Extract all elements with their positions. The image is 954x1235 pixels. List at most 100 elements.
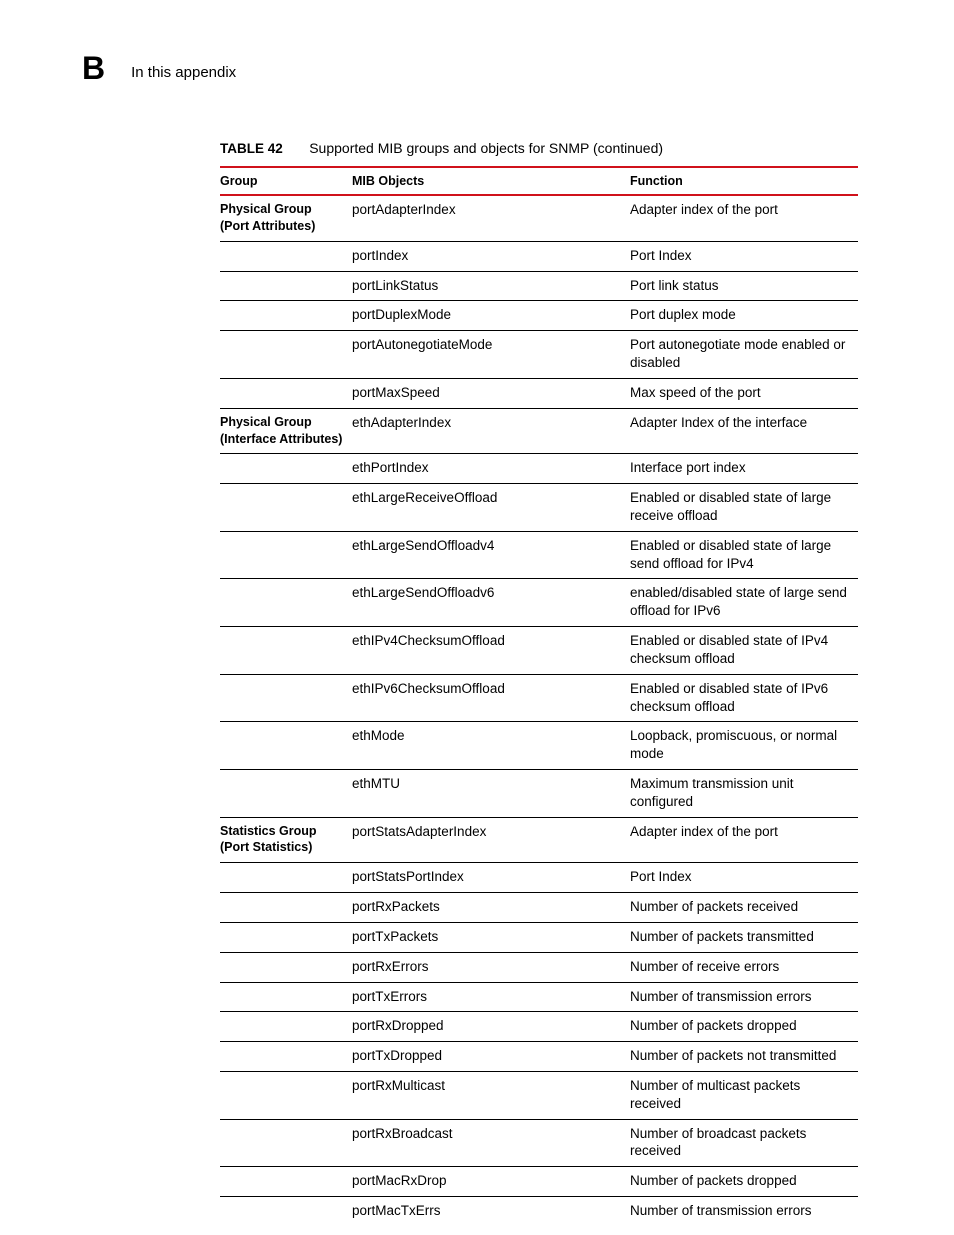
cell-mib-object: portMacRxDrop	[352, 1167, 630, 1197]
table-caption: TABLE 42 Supported MIB groups and object…	[220, 140, 858, 158]
cell-mib-object: ethIPv6ChecksumOffload	[352, 674, 630, 722]
cell-group	[220, 1012, 352, 1042]
mib-table: Group MIB Objects Function Physical Grou…	[220, 166, 858, 1226]
cell-mib-object: ethLargeSendOffloadv4	[352, 531, 630, 579]
cell-group	[220, 331, 352, 379]
table-row: ethPortIndexInterface port index	[220, 454, 858, 484]
table-row: portIndexPort Index	[220, 241, 858, 271]
cell-mib-object: portStatsPortIndex	[352, 863, 630, 893]
cell-group: Physical Group(Port Attributes)	[220, 195, 352, 241]
table-row: Physical Group(Port Attributes)portAdapt…	[220, 195, 858, 241]
table-row: ethModeLoopback, promiscuous, or normal …	[220, 722, 858, 770]
cell-mib-object: portRxPackets	[352, 893, 630, 923]
appendix-letter: B	[82, 52, 105, 84]
table-row: portRxPacketsNumber of packets received	[220, 893, 858, 923]
cell-function: Port Index	[630, 863, 858, 893]
cell-group	[220, 579, 352, 627]
cell-group	[220, 674, 352, 722]
cell-group	[220, 1072, 352, 1120]
cell-mib-object: ethLargeSendOffloadv6	[352, 579, 630, 627]
cell-mib-object: ethMTU	[352, 769, 630, 817]
page: B In this appendix TABLE 42 Supported MI…	[0, 0, 954, 1235]
cell-mib-object: portLinkStatus	[352, 271, 630, 301]
table-header-row: Group MIB Objects Function	[220, 167, 858, 195]
table-row: portTxPacketsNumber of packets transmitt…	[220, 922, 858, 952]
cell-group	[220, 378, 352, 408]
cell-mib-object: portMacTxErrs	[352, 1197, 630, 1226]
cell-function: Interface port index	[630, 454, 858, 484]
cell-mib-object: ethLargeReceiveOffload	[352, 484, 630, 532]
cell-function: Number of multicast packets received	[630, 1072, 858, 1120]
cell-group	[220, 531, 352, 579]
cell-mib-object: portRxDropped	[352, 1012, 630, 1042]
table-row: portRxErrorsNumber of receive errors	[220, 952, 858, 982]
cell-mib-object: portAutonegotiateMode	[352, 331, 630, 379]
table-row: portMaxSpeedMax speed of the port	[220, 378, 858, 408]
table-row: ethIPv4ChecksumOffloadEnabled or disable…	[220, 627, 858, 675]
cell-function: enabled/disabled state of large send off…	[630, 579, 858, 627]
table-row: portMacRxDropNumber of packets dropped	[220, 1167, 858, 1197]
cell-group	[220, 1119, 352, 1167]
cell-function: Port link status	[630, 271, 858, 301]
cell-function: Enabled or disabled state of IPv6 checks…	[630, 674, 858, 722]
table-body: Physical Group(Port Attributes)portAdapt…	[220, 195, 858, 1226]
cell-group	[220, 952, 352, 982]
cell-mib-object: portRxMulticast	[352, 1072, 630, 1120]
cell-function: Enabled or disabled state of IPv4 checks…	[630, 627, 858, 675]
cell-mib-object: portIndex	[352, 241, 630, 271]
table-row: portTxDroppedNumber of packets not trans…	[220, 1042, 858, 1072]
cell-function: Maximum transmission unit configured	[630, 769, 858, 817]
table-row: ethIPv6ChecksumOffloadEnabled or disable…	[220, 674, 858, 722]
cell-function: Number of packets dropped	[630, 1012, 858, 1042]
cell-group: Statistics Group(Port Statistics)	[220, 817, 352, 863]
cell-group: Physical Group(Interface Attributes)	[220, 408, 352, 454]
cell-mib-object: ethMode	[352, 722, 630, 770]
content-area: TABLE 42 Supported MIB groups and object…	[220, 140, 858, 1226]
table-row: portRxMulticastNumber of multicast packe…	[220, 1072, 858, 1120]
cell-group	[220, 982, 352, 1012]
table-row: ethLargeSendOffloadv6enabled/disabled st…	[220, 579, 858, 627]
cell-group	[220, 484, 352, 532]
cell-function: Adapter Index of the interface	[630, 408, 858, 454]
cell-group	[220, 769, 352, 817]
cell-function: Number of broadcast packets received	[630, 1119, 858, 1167]
cell-group	[220, 1197, 352, 1226]
cell-function: Number of receive errors	[630, 952, 858, 982]
cell-function: Enabled or disabled state of large send …	[630, 531, 858, 579]
cell-function: Number of packets transmitted	[630, 922, 858, 952]
col-header-group: Group	[220, 167, 352, 195]
col-header-mib: MIB Objects	[352, 167, 630, 195]
cell-function: Max speed of the port	[630, 378, 858, 408]
cell-group	[220, 893, 352, 923]
cell-function: Number of packets received	[630, 893, 858, 923]
section-title: In this appendix	[131, 64, 236, 81]
cell-group	[220, 922, 352, 952]
cell-group	[220, 863, 352, 893]
cell-function: Number of packets not transmitted	[630, 1042, 858, 1072]
cell-group	[220, 627, 352, 675]
table-row: portLinkStatusPort link status	[220, 271, 858, 301]
table-row: Physical Group(Interface Attributes)ethA…	[220, 408, 858, 454]
cell-function: Port Index	[630, 241, 858, 271]
cell-mib-object: portStatsAdapterIndex	[352, 817, 630, 863]
cell-mib-object: portTxErrors	[352, 982, 630, 1012]
table-row: portStatsPortIndexPort Index	[220, 863, 858, 893]
cell-mib-object: ethAdapterIndex	[352, 408, 630, 454]
table-row: ethLargeReceiveOffloadEnabled or disable…	[220, 484, 858, 532]
cell-function: Loopback, promiscuous, or normal mode	[630, 722, 858, 770]
cell-function: Adapter index of the port	[630, 195, 858, 241]
table-row: Statistics Group(Port Statistics)portSta…	[220, 817, 858, 863]
cell-group	[220, 1167, 352, 1197]
cell-function: Enabled or disabled state of large recei…	[630, 484, 858, 532]
table-number: TABLE 42	[220, 141, 283, 156]
cell-function: Number of transmission errors	[630, 982, 858, 1012]
table-row: portRxDroppedNumber of packets dropped	[220, 1012, 858, 1042]
cell-function: Port autonegotiate mode enabled or disab…	[630, 331, 858, 379]
cell-mib-object: portRxBroadcast	[352, 1119, 630, 1167]
table-row: portRxBroadcastNumber of broadcast packe…	[220, 1119, 858, 1167]
page-header: B In this appendix	[82, 52, 858, 84]
cell-mib-object: portTxDropped	[352, 1042, 630, 1072]
cell-mib-object: portDuplexMode	[352, 301, 630, 331]
table-title: Supported MIB groups and objects for SNM…	[309, 140, 663, 156]
cell-group	[220, 722, 352, 770]
